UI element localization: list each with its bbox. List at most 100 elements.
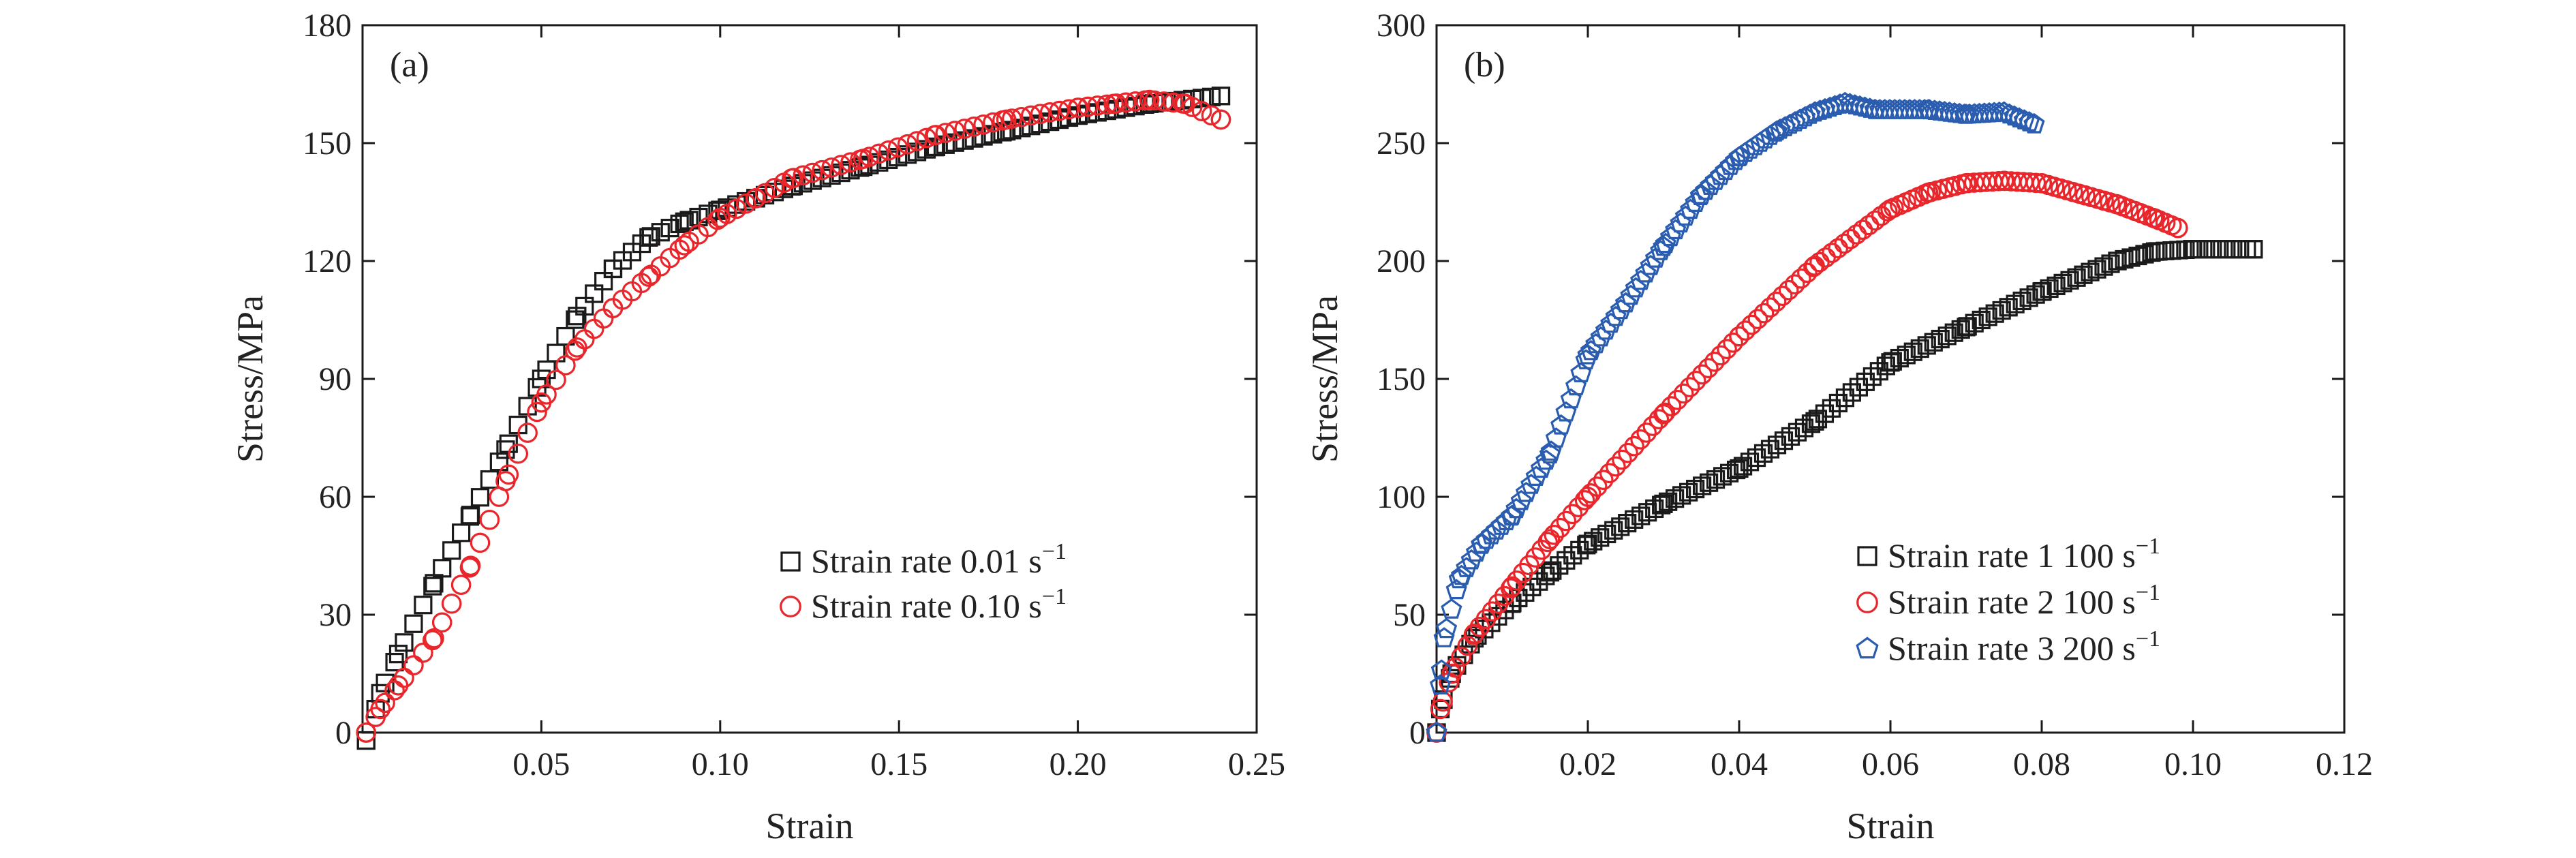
data-point-circle <box>1599 463 1620 484</box>
data-point-circle <box>1784 274 1805 295</box>
data-point-square <box>1937 326 1957 346</box>
data-point-circle <box>639 266 659 287</box>
data-point-square <box>2053 273 2072 292</box>
data-point-pentagon <box>1520 474 1542 494</box>
data-point-circle <box>853 149 874 169</box>
data-point-square <box>997 122 1016 141</box>
data-point-square <box>1540 563 1560 582</box>
data-point-circle <box>964 117 984 137</box>
legend-entry-unit-exponent: −1 <box>2136 580 2160 605</box>
x-tick-label: 0.04 <box>1711 746 1768 782</box>
data-point-pentagon <box>1834 91 1856 112</box>
data-point-circle <box>1606 456 1626 477</box>
data-point-square <box>2026 285 2045 304</box>
y-tick-label: 200 <box>1377 243 1426 279</box>
data-point-square <box>1992 301 2011 320</box>
data-point-circle <box>1753 303 1775 324</box>
data-point-circle <box>1846 224 1867 245</box>
legend-marker-square <box>780 551 801 572</box>
data-point-circle <box>1805 256 1825 276</box>
data-point-square <box>1679 482 1698 502</box>
legend-entry-unit-exponent: −1 <box>2136 626 2160 652</box>
data-point-square <box>1917 336 1936 355</box>
y-tick-label: 250 <box>1377 125 1426 162</box>
data-point-square <box>1931 329 1950 349</box>
panel-b-x-ticks: 0.02 0.04 0.06 0.08 0.10 0.12 <box>1559 25 2373 782</box>
legend-entry-unit-exponent: −1 <box>1042 539 1067 564</box>
data-point-square <box>1543 561 1562 580</box>
data-point-circle <box>1550 517 1571 538</box>
data-point-circle <box>1191 101 1212 121</box>
data-point-square <box>594 272 613 291</box>
data-point-circle <box>1766 291 1787 312</box>
y-tick-label: 0 <box>1409 715 1426 751</box>
data-point-circle <box>450 574 472 595</box>
data-point-square <box>404 614 423 633</box>
data-point-square <box>1201 87 1221 106</box>
data-point-circle <box>1797 262 1818 284</box>
data-point-pentagon <box>1724 149 1746 170</box>
data-point-circle <box>812 159 832 181</box>
data-point-circle <box>375 692 395 714</box>
data-point-square <box>1856 372 1875 391</box>
data-point-square <box>1578 534 1597 553</box>
data-point-circle <box>1673 383 1694 404</box>
data-point-square <box>395 633 414 652</box>
data-point-circle <box>1698 358 1719 378</box>
data-point-pentagon <box>1690 183 1713 204</box>
data-point-circle <box>983 112 1003 133</box>
data-point-circle <box>495 471 516 491</box>
data-point-circle <box>384 680 405 701</box>
data-point-circle <box>878 140 899 161</box>
data-point-circle <box>821 157 842 178</box>
data-point-square <box>1828 393 1848 413</box>
data-point-pentagon <box>1530 457 1552 478</box>
data-point-pentagon <box>1550 414 1572 435</box>
x-tick-label: 0.10 <box>692 746 749 782</box>
data-point-square <box>1808 410 1828 429</box>
data-point-circle <box>2107 194 2128 215</box>
data-point-circle <box>1537 532 1558 553</box>
data-point-pentagon <box>1849 95 1871 116</box>
panel-a-x-ticks: 0.05 0.10 0.15 0.20 0.25 <box>512 25 1285 782</box>
data-point-circle <box>1685 371 1706 391</box>
data-point-square <box>639 228 658 247</box>
data-point-circle <box>1918 182 1939 203</box>
data-point-circle <box>746 187 767 209</box>
data-point-circle <box>1175 93 1195 114</box>
data-point-circle <box>356 722 377 743</box>
data-point-square <box>2060 271 2079 290</box>
legend-marker-square <box>1857 546 1877 566</box>
data-point-pentagon <box>1640 254 1661 275</box>
data-point-pentagon <box>1501 504 1523 525</box>
data-point-square <box>1849 378 1868 397</box>
data-point-pentagon <box>1674 205 1696 226</box>
data-point-circle <box>924 125 945 146</box>
data-point-circle <box>897 134 918 155</box>
x-tick-label: 0.02 <box>1559 746 1616 782</box>
data-point-circle <box>555 355 576 376</box>
data-point-circle <box>1103 93 1124 114</box>
data-point-circle <box>1039 102 1060 123</box>
data-point-circle <box>935 123 956 143</box>
data-point-circle <box>508 443 529 464</box>
data-point-square <box>2121 248 2141 267</box>
data-point-square <box>2081 262 2100 281</box>
data-point-circle <box>1556 510 1577 532</box>
data-point-square <box>1672 486 1691 505</box>
data-point-square <box>1881 353 1900 372</box>
data-point-pentagon <box>1824 95 1846 115</box>
data-point-square <box>489 453 508 472</box>
data-point-pentagon <box>1650 240 1672 260</box>
data-point-circle <box>1116 92 1136 113</box>
data-point-square <box>1910 339 1929 358</box>
data-point-pentagon <box>1955 104 1977 124</box>
data-point-pentagon <box>1570 362 1592 383</box>
data-point-square <box>433 559 452 578</box>
data-point-square <box>496 440 515 459</box>
data-point-square <box>2019 288 2038 307</box>
data-point-pentagon <box>1510 489 1532 510</box>
data-point-pentagon <box>1715 159 1736 181</box>
data-point-circle <box>1011 106 1032 127</box>
data-point-circle <box>945 121 966 141</box>
